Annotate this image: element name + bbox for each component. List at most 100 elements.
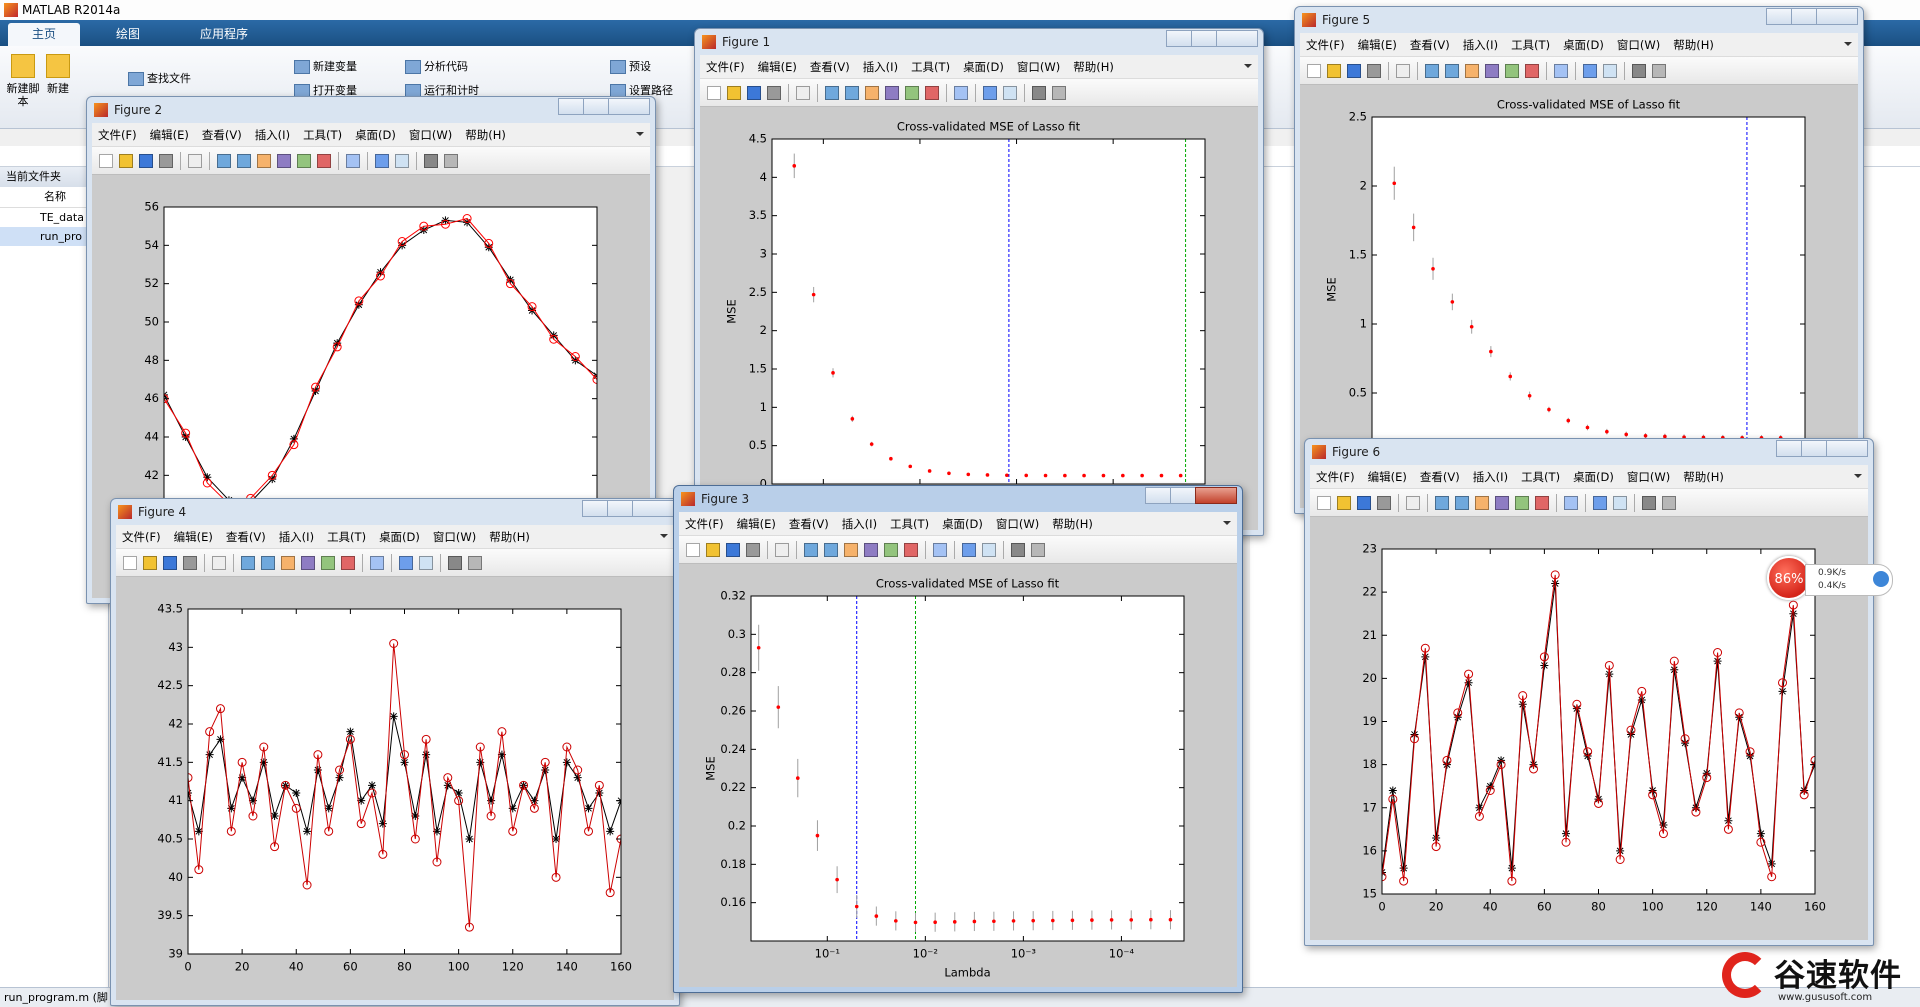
minimize-button[interactable] [1145,487,1171,504]
toolbar-button[interactable] [1435,495,1449,510]
menu-item[interactable]: 桌面(D) [1573,469,1614,484]
close-button[interactable] [1216,30,1258,47]
toolstrip-button[interactable]: 查找文件 [128,70,191,86]
toolbar-button[interactable] [1642,495,1656,510]
minimize-button[interactable] [1776,440,1802,457]
toolbar-button[interactable] [983,85,997,100]
toolbar-button[interactable] [825,85,839,100]
toolbar-button[interactable] [424,153,438,168]
menu-item[interactable]: 文件(F) [122,529,161,544]
toolbar-button[interactable] [1396,63,1410,78]
toolbar-button[interactable] [726,542,740,557]
toolbar-button[interactable] [904,542,918,557]
toolbar-button[interactable] [163,555,177,570]
toolbar-button[interactable] [1052,85,1066,100]
toolbar-button[interactable] [1327,63,1341,78]
menu-item[interactable]: 帮助(H) [1052,516,1093,531]
minimize-button[interactable] [1766,8,1792,25]
menu-item[interactable]: 插入(I) [1472,469,1509,484]
toolbar-button[interactable] [844,542,858,557]
minimize-button[interactable] [1166,30,1192,47]
menu-item[interactable]: 帮助(H) [1683,469,1724,484]
toolbar-button[interactable] [395,153,409,168]
menu-item[interactable]: 工具(T) [327,529,367,544]
toolbar-button[interactable] [321,555,335,570]
toolbar-button[interactable] [1495,495,1509,510]
menu-item[interactable]: 查看(V) [788,516,829,531]
maximize-button[interactable] [1791,8,1817,25]
maximize-button[interactable] [583,98,609,115]
toolstrip-button[interactable]: 新建变量 [294,58,357,74]
toolstrip-button[interactable]: 新建 [44,54,72,95]
toolbar-button[interactable] [212,555,226,570]
maximize-button[interactable] [1170,487,1196,504]
toolbar-button[interactable] [686,542,700,557]
menu-item[interactable]: 帮助(H) [1073,59,1114,74]
menu-overflow[interactable] [636,132,644,140]
menu-item[interactable]: 帮助(H) [465,127,506,142]
menu-item[interactable]: 文件(F) [706,59,745,74]
toolbar-button[interactable] [925,85,939,100]
toolbar-button[interactable] [747,85,761,100]
toolbar-button[interactable] [707,85,721,100]
menu-item[interactable]: 窗口(W) [408,127,453,142]
menu-item[interactable]: 工具(T) [1511,37,1551,52]
toolbar-button[interactable] [257,153,271,168]
toolbar-button[interactable] [188,153,202,168]
menu-item[interactable]: 工具(T) [303,127,343,142]
menu-item[interactable]: 文件(F) [685,516,724,531]
toolbar-button[interactable] [143,555,157,570]
toolbar-button[interactable] [448,555,462,570]
toolbar-button[interactable] [317,153,331,168]
menu-item[interactable]: 编辑(E) [1357,37,1397,52]
toolbar-button[interactable] [962,542,976,557]
toolbar-button[interactable] [123,555,137,570]
toolbar-button[interactable] [370,555,384,570]
toolbar-button[interactable] [1357,495,1371,510]
toolbar-button[interactable] [241,555,255,570]
toolbar-button[interactable] [1377,495,1391,510]
toolbar-button[interactable] [767,85,781,100]
menu-item[interactable]: 插入(I) [1462,37,1499,52]
toolbar-button[interactable] [1583,63,1597,78]
toolstrip-button[interactable]: 新建脚本 [6,54,40,108]
close-button[interactable] [1195,487,1237,504]
toolbar-button[interactable] [1317,495,1331,510]
toolstrip-button[interactable]: 分析代码 [405,58,468,74]
toolbar-button[interactable] [727,85,741,100]
toolbar-button[interactable] [139,153,153,168]
toolbar-button[interactable] [183,555,197,570]
toolbar-button[interactable] [884,542,898,557]
toolbar-button[interactable] [119,153,133,168]
toolstrip-button[interactable]: 预设 [610,58,651,74]
file-item[interactable]: TE_data [40,211,84,224]
toolbar-button[interactable] [99,153,113,168]
toolbar-button[interactable] [1307,63,1321,78]
menu-item[interactable]: 编辑(E) [757,59,797,74]
toolbar-button[interactable] [1554,63,1568,78]
ribbon-tab[interactable]: 主页 [8,23,80,46]
file-item[interactable]: run_pro [0,227,108,246]
menu-item[interactable]: 窗口(W) [1616,37,1661,52]
menu-item[interactable]: 窗口(W) [432,529,477,544]
menu-item[interactable]: 编辑(E) [1367,469,1407,484]
maximize-button[interactable] [607,500,633,517]
network-widget[interactable]: 86% 0.9K/s 0.4K/s [1767,556,1893,600]
minimize-button[interactable] [582,500,608,517]
toolbar-button[interactable] [1632,63,1646,78]
menu-item[interactable]: 工具(T) [890,516,930,531]
toolbar-button[interactable] [1515,495,1529,510]
toolbar-button[interactable] [845,85,859,100]
toolbar-button[interactable] [864,542,878,557]
toolbar-button[interactable] [217,153,231,168]
expand-button[interactable] [1873,571,1889,587]
toolbar-button[interactable] [261,555,275,570]
menu-item[interactable]: 查看(V) [1419,469,1460,484]
toolbar-button[interactable] [419,555,433,570]
ribbon-tab[interactable]: 绘图 [115,27,140,41]
menu-item[interactable]: 插入(I) [841,516,878,531]
toolbar-button[interactable] [1485,63,1499,78]
toolstrip-button[interactable]: 运行和计时 [405,82,479,98]
toolbar-button[interactable] [1603,63,1617,78]
toolstrip-button[interactable]: 设置路径 [610,82,673,98]
